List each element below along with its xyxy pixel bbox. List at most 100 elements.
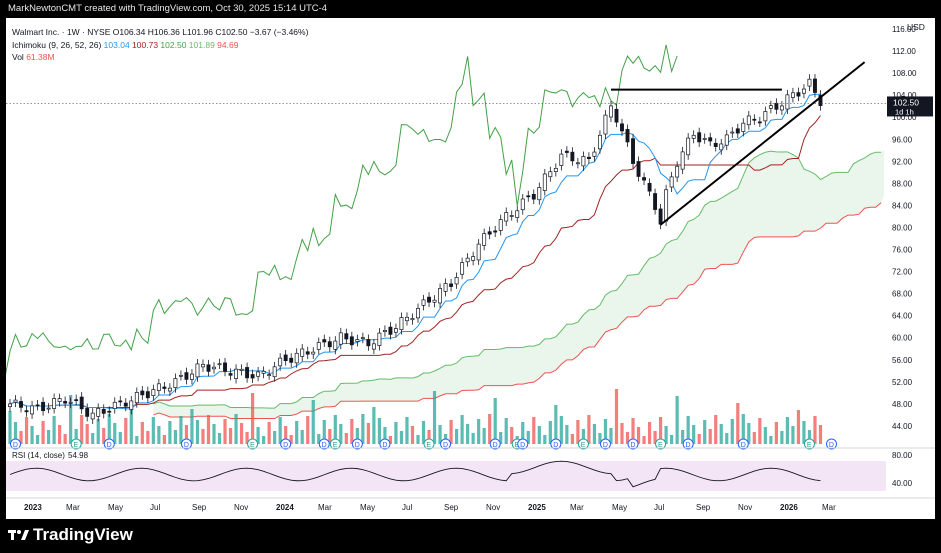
volume-bar — [157, 426, 161, 444]
volume-bar — [256, 427, 260, 444]
candle-body — [592, 151, 597, 157]
volume-bar — [438, 425, 442, 444]
candle-body — [515, 210, 520, 218]
marker-letter: E — [581, 442, 586, 449]
volume-bar — [543, 435, 547, 444]
candle-body — [779, 105, 784, 111]
candle-body — [57, 398, 62, 402]
x-tick-label: Jul — [150, 503, 160, 512]
candle-body — [531, 194, 536, 200]
candle-body — [156, 383, 161, 391]
x-tick-label: 2023 — [24, 503, 42, 512]
volume-bar — [217, 433, 222, 444]
volume-bar — [234, 414, 238, 444]
candle-body — [8, 403, 12, 408]
marker-letter: D — [355, 442, 360, 449]
vol-label[interactable]: Vol — [12, 52, 24, 62]
candle-body — [366, 339, 371, 347]
candle-body — [68, 402, 73, 404]
volume-bar — [686, 416, 690, 444]
candle-body — [206, 364, 211, 372]
candle-body — [509, 215, 514, 217]
volume-bar — [377, 418, 382, 444]
volume-bar — [658, 417, 663, 444]
chart-area[interactable]: 116.00 112.00 108.00 104.00 100.00 96.00 92.00… — [6, 18, 935, 519]
volume-bar — [807, 430, 812, 444]
ichimoku-value-kijun: 100.73 — [132, 39, 159, 50]
y-tick-label: 64.00 — [892, 312, 913, 321]
volume-bar — [460, 415, 464, 444]
candle-body — [675, 165, 680, 178]
candle-body — [708, 137, 713, 142]
volume-bar — [30, 426, 34, 444]
candle-body — [311, 351, 316, 355]
x-tick-label: May — [612, 503, 627, 512]
dividend-marker — [627, 438, 639, 450]
candle-body — [289, 357, 294, 363]
volume-bar — [284, 426, 288, 444]
candle-body — [697, 132, 702, 143]
candle-body — [735, 128, 740, 134]
volume-bar — [328, 429, 332, 444]
x-tick-label: May — [108, 503, 123, 512]
ichimoku-label[interactable]: Ichimoku (9, 26, 52, 26) — [12, 39, 102, 50]
candle-body — [702, 138, 707, 140]
volume-bar — [526, 431, 530, 444]
earnings-marker — [577, 438, 589, 450]
volume-bar — [570, 434, 574, 444]
volume-bar — [250, 393, 255, 444]
candle-body — [768, 105, 773, 109]
price-chart-svg[interactable]: 116.00 112.00 108.00 104.00 100.00 96.00 92.00… — [6, 18, 935, 519]
candle-body — [355, 339, 360, 342]
ichimoku-span-a — [153, 150, 882, 409]
y-tick-label: 92.00 — [892, 157, 913, 166]
volume-bar — [510, 427, 514, 444]
candle-body — [35, 404, 40, 407]
dividend-marker — [517, 438, 529, 450]
ichimoku-chikou — [6, 44, 678, 375]
volume-bar — [69, 395, 73, 444]
y-tick-label: 108.00 — [892, 69, 917, 78]
x-tick-label: 2026 — [780, 503, 798, 512]
candle-body — [393, 328, 398, 333]
candle-body — [603, 114, 608, 135]
volume-bar — [625, 432, 630, 444]
marker-letter: D — [493, 442, 498, 449]
candle-body — [217, 363, 222, 366]
volume-bar — [548, 421, 552, 444]
dividend-marker — [180, 438, 192, 450]
symbol-title[interactable]: Walmart Inc. · 1W · NYSE — [12, 27, 111, 37]
volume-bar — [162, 435, 166, 444]
candle-body — [344, 333, 349, 340]
candle-body — [647, 182, 652, 192]
dividend-marker — [351, 438, 363, 450]
dividend-marker — [682, 438, 694, 450]
volume-bar — [576, 420, 580, 444]
volume-bar — [129, 402, 133, 444]
y-tick-label: 52.00 — [892, 378, 913, 387]
candle-body — [537, 187, 542, 201]
candle-body — [570, 151, 575, 162]
candle-body — [575, 162, 580, 165]
candle-body — [807, 78, 812, 87]
candle-body — [454, 277, 459, 285]
candle-body — [465, 257, 470, 263]
x-tick-label: Sep — [444, 503, 459, 512]
marker-letter: E — [74, 442, 79, 449]
marker-letter: D — [686, 442, 691, 449]
marker-letter: E — [333, 442, 338, 449]
volume-bar — [499, 432, 503, 444]
volume-bar — [664, 426, 668, 444]
ichimoku-value-chikou: 102.50 — [160, 39, 187, 50]
tradingview-brand[interactable]: TradingView — [33, 525, 133, 544]
candle-body — [52, 398, 57, 409]
candle-body — [658, 208, 663, 225]
candle-body — [96, 408, 101, 417]
y-tick-label: 44.00 — [892, 422, 913, 431]
volume-bar — [581, 429, 586, 444]
candle-body — [19, 401, 23, 408]
volume-bar — [719, 424, 723, 444]
volume-bar — [449, 420, 453, 444]
y-tick-label: 80.00 — [892, 223, 913, 232]
candle-body — [713, 142, 718, 147]
